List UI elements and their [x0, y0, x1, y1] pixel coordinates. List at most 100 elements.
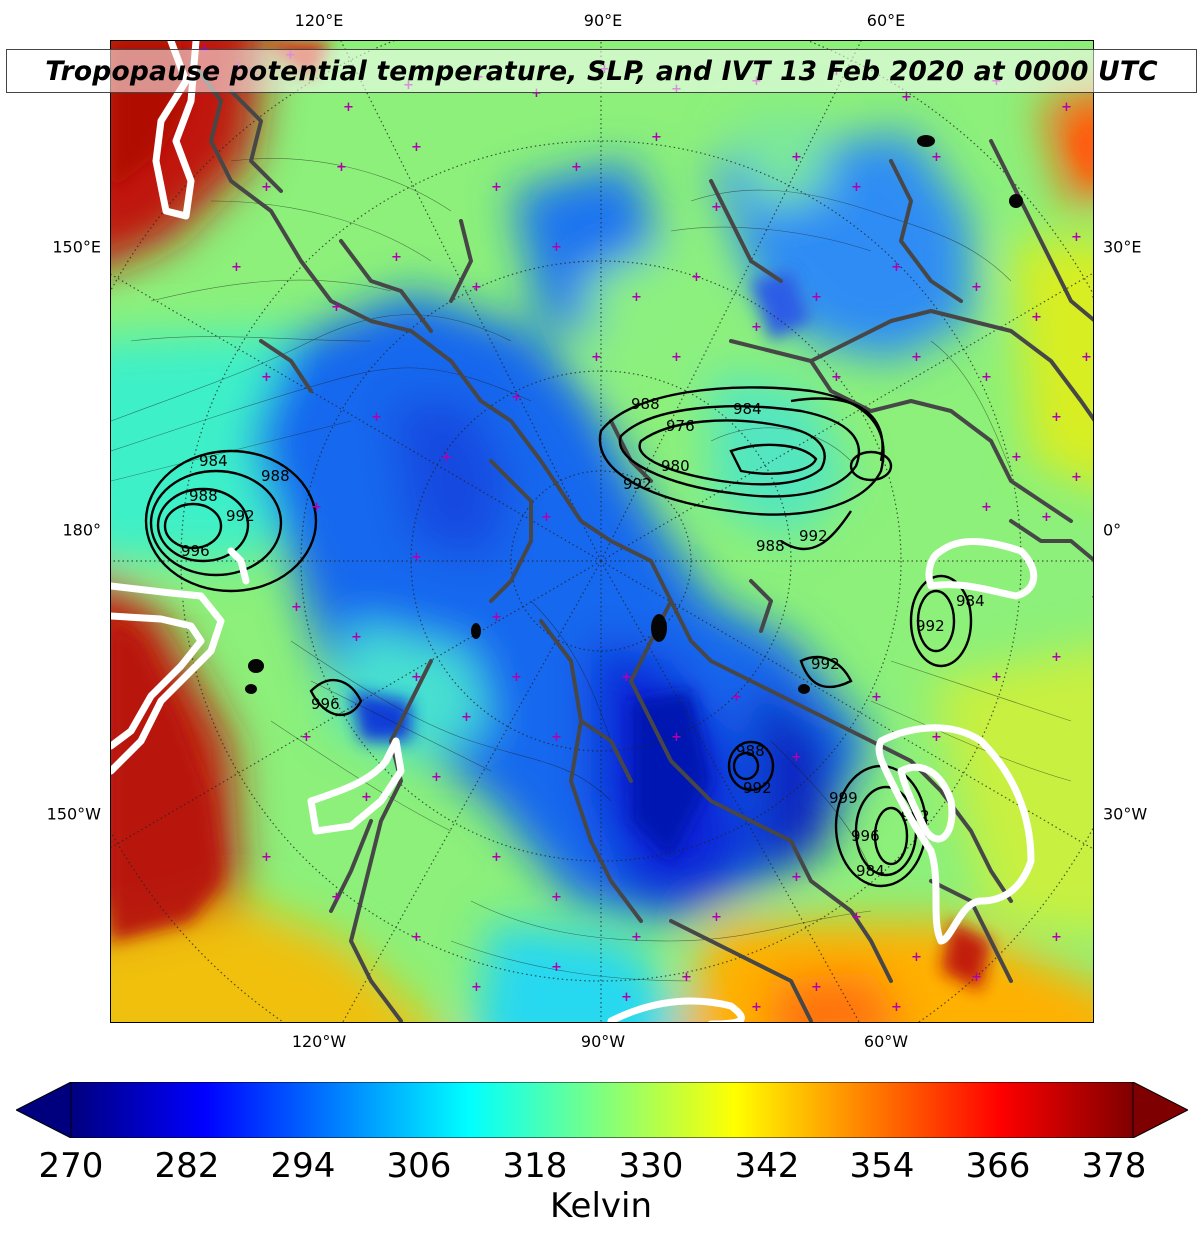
svg-text:+: + [331, 300, 342, 315]
axis-label-top: 120°E [294, 11, 344, 30]
svg-text:+: + [291, 600, 302, 615]
svg-text:+: + [491, 180, 502, 195]
slp-label: 992 [811, 655, 840, 673]
slp-label: 988 [261, 467, 290, 485]
axis-label-right: 0° [1103, 520, 1122, 540]
svg-text:+: + [731, 690, 742, 705]
colorbar-tick: 330 [618, 1146, 684, 1186]
svg-text:+: + [261, 850, 272, 865]
svg-text:+: + [791, 150, 802, 165]
svg-text:+: + [471, 280, 482, 295]
svg-text:+: + [911, 350, 922, 365]
slp-label: 988 [756, 537, 785, 555]
axis-label-right: 30°W [1103, 804, 1148, 824]
slp-label: 984 [733, 400, 762, 418]
svg-text:+: + [991, 670, 1002, 685]
slp-low-west-outer [144, 449, 318, 593]
colorbar-tick: 342 [734, 1146, 800, 1186]
colorbar-extend-high [1132, 1082, 1188, 1138]
svg-text:+: + [1091, 590, 1094, 605]
slp-label: 988 [736, 742, 765, 760]
svg-text:+: + [971, 280, 982, 295]
svg-text:+: + [361, 790, 372, 805]
svg-text:+: + [791, 870, 802, 885]
svg-text:+: + [621, 670, 632, 685]
map-graphic: 984 988 976 980 992 988 992 984 988 992 … [111, 41, 1094, 1022]
slp-label: 992 [916, 617, 945, 635]
svg-text:+: + [631, 930, 642, 945]
axis-label-top: 90°E [583, 11, 623, 30]
colorbar-label: Kelvin [549, 1186, 653, 1226]
svg-text:+: + [391, 250, 402, 265]
svg-text:+: + [751, 320, 762, 335]
svg-text:+: + [411, 140, 422, 155]
svg-text:+: + [671, 730, 682, 745]
svg-text:+: + [1051, 650, 1062, 665]
svg-text:+: + [1071, 230, 1082, 245]
colorbar-tick: 294 [270, 1146, 336, 1186]
slp-low-central-inner [638, 419, 826, 486]
svg-text:+: + [971, 970, 982, 985]
svg-text:+: + [811, 980, 822, 995]
svg-text:+: + [1051, 930, 1062, 945]
slp-label: 996 [311, 695, 340, 713]
svg-text:+: + [711, 910, 722, 925]
svg-text:+: + [1071, 470, 1082, 485]
slp-low-central-mid [618, 405, 861, 498]
svg-text:+: + [901, 90, 912, 105]
ivt-contours [111, 41, 1038, 1022]
svg-text:+: + [931, 150, 942, 165]
svg-text:+: + [1091, 290, 1094, 305]
svg-text:+: + [551, 960, 562, 975]
slp-low-west-core [163, 502, 223, 550]
colorbar-body [70, 1082, 1134, 1138]
svg-text:+: + [911, 950, 922, 965]
slp-label: 992 [743, 779, 772, 797]
svg-text:+: + [811, 290, 822, 305]
svg-text:+: + [411, 670, 422, 685]
svg-text:+: + [461, 710, 472, 725]
slp-low-west-mid [149, 469, 283, 577]
slp-label: 992 [226, 507, 255, 525]
svg-text:+: + [851, 910, 862, 925]
colorbar-tick: 282 [154, 1146, 220, 1186]
axis-label-left: 180° [62, 520, 101, 540]
axis-label-left: 150°E [52, 237, 101, 257]
axis-label-right: 30°E [1103, 237, 1142, 257]
svg-text:+: + [351, 630, 362, 645]
colorbar-tick: 354 [849, 1146, 915, 1186]
colorbar [16, 1082, 1188, 1138]
map-panel: 984 988 976 980 992 988 992 984 988 992 … [110, 40, 1094, 1023]
slp-label: 988 [189, 487, 218, 505]
slp-label: 999 [829, 789, 858, 807]
slp-low-central-outer [598, 386, 885, 516]
figure-title: Tropopause potential temperature, SLP, a… [45, 55, 1158, 87]
svg-text:+: + [551, 240, 562, 255]
slp-label: 996 [851, 827, 880, 845]
svg-text:+: + [311, 500, 322, 515]
slp-contours [144, 386, 973, 888]
colorbar-tick: 318 [502, 1146, 568, 1186]
svg-text:+: + [491, 610, 502, 625]
slp-low-west-inner [156, 487, 250, 563]
svg-text:+: + [891, 260, 902, 275]
svg-text:+: + [371, 410, 382, 425]
colorbar-tick: 270 [38, 1146, 104, 1186]
slp-label: 992 [799, 527, 828, 545]
slp-label: 984 [956, 592, 985, 610]
title-box: Tropopause potential temperature, SLP, a… [6, 49, 1197, 93]
colorbar-tick: 378 [1081, 1146, 1147, 1186]
svg-text:+: + [891, 1000, 902, 1015]
svg-text:+: + [411, 550, 422, 565]
svg-text:+: + [531, 86, 542, 101]
svg-text:+: + [931, 730, 942, 745]
svg-text:+: + [336, 160, 347, 175]
svg-text:+: + [1031, 310, 1042, 325]
svg-text:+: + [1041, 510, 1052, 525]
svg-text:+: + [471, 980, 482, 995]
slp-label: 984 [199, 452, 228, 470]
coastlines [189, 59, 1093, 1022]
svg-text:+: + [331, 890, 342, 905]
svg-text:+: + [541, 510, 552, 525]
svg-text:+: + [491, 850, 502, 865]
